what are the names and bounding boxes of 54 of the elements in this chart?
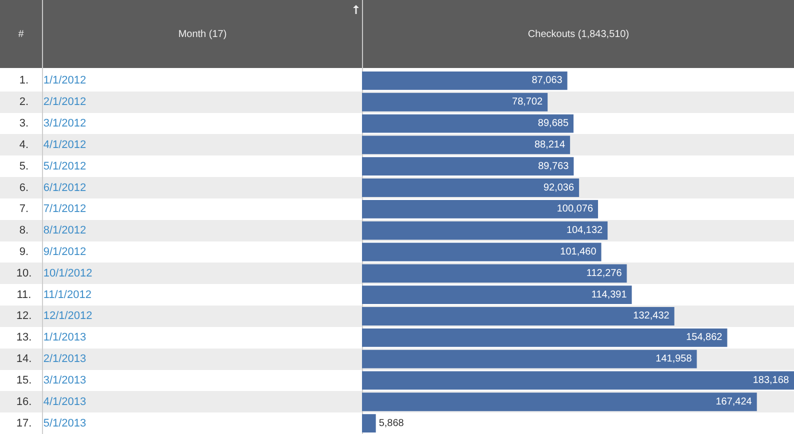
bar [362,350,697,368]
category-label: 3. 3/1/2012 [19,118,86,130]
data-label: 154,862 [686,332,723,344]
category-label: 1. 1/1/2012 [19,74,86,87]
y-tick-label: 12. 12/1/2012 [16,310,92,322]
text: # [17,28,25,42]
y-axis-title: Month (17) [177,28,228,42]
data-label: 89,763 [538,160,570,172]
data-label: 87,063 [532,75,563,86]
data-label: 88,214 [534,139,566,150]
bar [362,221,608,240]
data-label: 114,391 [591,289,628,300]
bar [362,178,580,197]
bar [362,307,674,326]
data-label: 167,424 [716,396,752,408]
category-label: 2. 2/1/2012 [19,96,86,108]
data-label: 78,702 [512,96,544,108]
y-tick-label: 13. 1/1/2013 [16,332,86,344]
bar [362,242,602,262]
y-tick-label: 10. 10/1/2012 [16,267,92,280]
bar [362,114,574,133]
data-label: 101,460 [560,246,597,258]
bar [362,264,627,283]
data-label: 183,168 [752,374,790,386]
x-axis-title: Checkouts (1,843,510) [526,28,630,42]
y-tick-label: 16. 4/1/2013 [16,396,86,408]
data-label: 141,958 [656,354,692,365]
y-tick-label: 14. 2/1/2013 [16,353,86,366]
bar [362,371,794,390]
data-label: 132,432 [633,310,670,322]
data-label: 89,685 [538,118,569,130]
category-label: 9. 9/1/2012 [19,246,86,258]
category-label: 4. 4/1/2012 [19,138,86,151]
bar [362,200,598,218]
category-label: 8. 8/1/2012 [19,224,86,237]
bar [362,136,570,154]
y-tick-label: 17. 5/1/2013 [16,417,86,430]
data-label: 104,132 [566,225,604,236]
bar [362,72,568,90]
category-label: 5. 5/1/2012 [19,160,86,172]
bar [362,157,574,176]
y-tick-label: 11. 11/1/2012 [16,288,92,301]
bar [362,328,728,347]
bar [362,286,632,304]
data-label: 5,868 [378,418,404,429]
data-label: 112,276 [586,268,622,279]
bar [362,92,548,112]
data-label: 92,036 [543,182,574,194]
y-tick-label: 15. 3/1/2013 [16,374,86,386]
data-label: 100,076 [556,204,594,215]
bar [362,392,757,412]
category-label: 7. 7/1/2012 [19,203,86,216]
bar [362,414,376,432]
category-label: 6. 6/1/2012 [19,182,86,194]
